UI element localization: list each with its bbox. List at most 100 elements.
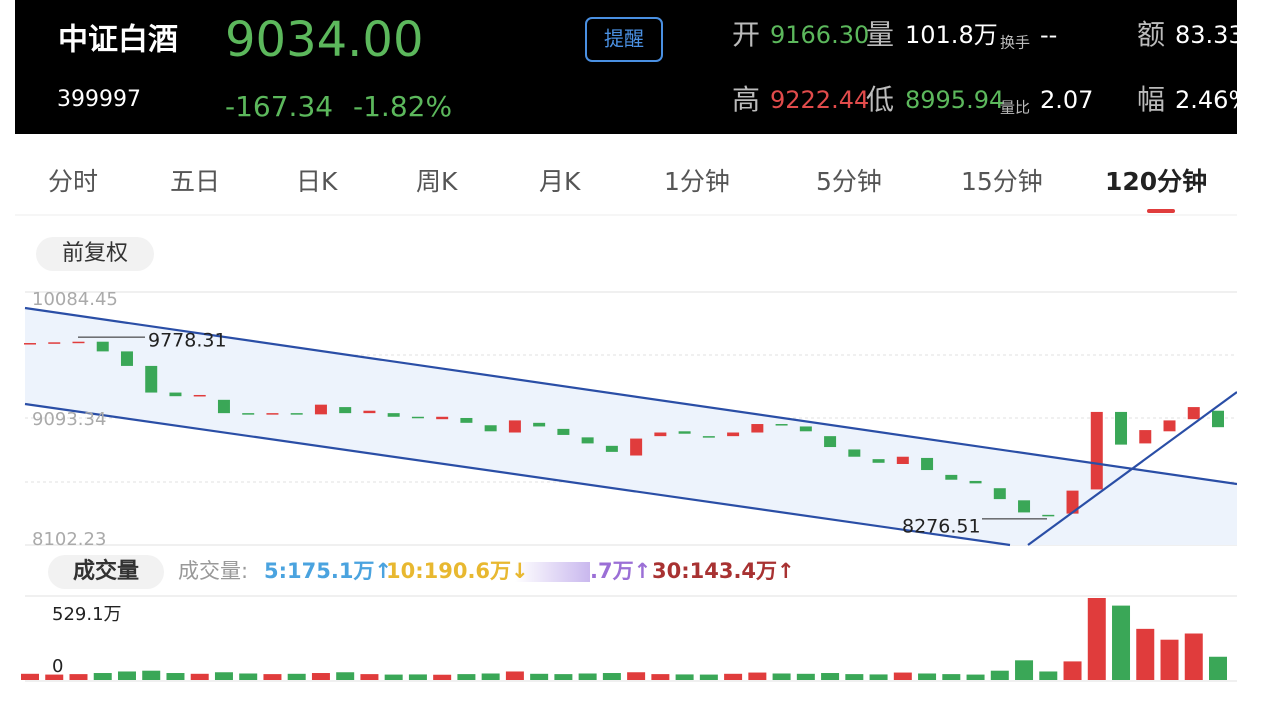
header-bg: [15, 0, 1237, 134]
stock-code: 399997: [57, 87, 141, 112]
volume-bar: [990, 670, 1009, 680]
candle: [460, 417, 473, 423]
volume-bar: [1087, 598, 1106, 680]
stat-label: 量比: [1000, 99, 1030, 117]
volume-bar: [918, 673, 937, 680]
tab[interactable]: 5分钟: [816, 167, 882, 196]
volume-bar: [748, 672, 767, 680]
channel-fill: [25, 308, 1237, 545]
candle: [363, 410, 376, 414]
volume-bar: [627, 672, 646, 680]
stat-value: --: [1040, 21, 1057, 49]
tab[interactable]: 五日: [170, 167, 220, 196]
volume-bar: [1039, 671, 1058, 680]
candle: [969, 480, 982, 484]
volume-bar: [821, 673, 840, 680]
volume-bar: [1136, 628, 1155, 680]
ma-label: 30:143.4万↑: [652, 559, 795, 583]
volume-bar: [845, 674, 864, 680]
volume-bar: [699, 674, 718, 680]
stat-label: 额: [1137, 18, 1165, 51]
adjust-pill[interactable]: [36, 237, 154, 271]
volume-bar: [166, 673, 185, 680]
ma-label: .7万↑: [590, 559, 651, 583]
change-pct: -1.82%: [353, 90, 452, 123]
stat-label: 换手: [1000, 34, 1030, 52]
candle: [266, 413, 279, 415]
y-tick-label: 8102.23: [32, 529, 106, 550]
candle: [96, 341, 109, 352]
candle: [896, 456, 909, 464]
candle: [24, 343, 36, 345]
tab[interactable]: 15分钟: [961, 167, 1043, 196]
volume-bar: [117, 671, 136, 680]
volume-bar: [21, 673, 39, 680]
volume-bar: [869, 674, 888, 680]
volume-bar: [1160, 639, 1179, 680]
volume-bar: [263, 674, 282, 680]
stock-name: 中证白酒: [58, 23, 178, 58]
tab[interactable]: 月K: [539, 167, 581, 196]
candle: [921, 457, 934, 471]
volume-bar: [190, 673, 209, 680]
price: 9034.00: [225, 12, 424, 68]
volume-bar: [1015, 660, 1034, 680]
volume-bar: [336, 672, 355, 680]
candle: [1212, 410, 1224, 428]
candle: [314, 404, 327, 415]
stat-value: 101.8万: [905, 21, 998, 49]
ma-label: 10:190.6万↓: [386, 559, 529, 583]
change: -167.34: [225, 90, 333, 123]
stat-label: 开: [732, 18, 760, 51]
stat-value: 9166.30: [770, 21, 869, 49]
candle: [799, 426, 812, 432]
volume-bar: [457, 674, 476, 680]
tab[interactable]: 日K: [296, 167, 338, 196]
high-label: 9778.31: [148, 330, 227, 352]
volume-bar: [311, 673, 330, 680]
volume-bar: [287, 673, 306, 680]
volume-bar: [433, 674, 452, 680]
stat-value: 2.46%: [1175, 86, 1251, 114]
candle: [387, 413, 400, 417]
candle: [848, 449, 861, 457]
stat-label: 高: [732, 83, 760, 116]
low-label: 8276.51: [902, 515, 981, 537]
volume-bar: [530, 673, 549, 680]
volume-bar: [214, 672, 233, 680]
y-tick-label: 0: [52, 656, 63, 677]
tab[interactable]: 1分钟: [664, 167, 730, 196]
candle: [1163, 420, 1176, 432]
volume-bar: [481, 673, 500, 680]
candle: [751, 424, 764, 433]
candle: [1187, 407, 1200, 420]
volume-bar: [893, 672, 912, 680]
candle: [993, 488, 1006, 500]
volume-bar: [1112, 605, 1131, 680]
volume-bar: [384, 674, 403, 680]
volume-bar: [360, 674, 379, 680]
stat-value: 9222.44: [770, 86, 869, 114]
ma-label: 5:175.1万↑: [264, 559, 392, 583]
candle: [484, 425, 497, 432]
tab[interactable]: 120分钟: [1105, 167, 1207, 196]
y-tick-label: 9093.34: [32, 409, 106, 430]
volume-bar: [675, 674, 694, 680]
tab[interactable]: 周K: [416, 167, 458, 196]
candle: [169, 392, 182, 397]
candle: [727, 432, 740, 437]
alert-label[interactable]: 提醒: [604, 27, 644, 51]
candle: [557, 428, 570, 435]
candle: [533, 422, 546, 427]
candle: [678, 431, 691, 434]
candle: [1066, 490, 1079, 514]
candle: [242, 413, 255, 415]
candle: [1090, 411, 1103, 490]
tab[interactable]: 分时: [48, 167, 98, 196]
candle: [411, 416, 424, 419]
volume-pill[interactable]: [48, 555, 164, 589]
alert-button[interactable]: [585, 17, 663, 62]
volume-bar: [1184, 633, 1203, 680]
volume-bar: [796, 673, 815, 680]
